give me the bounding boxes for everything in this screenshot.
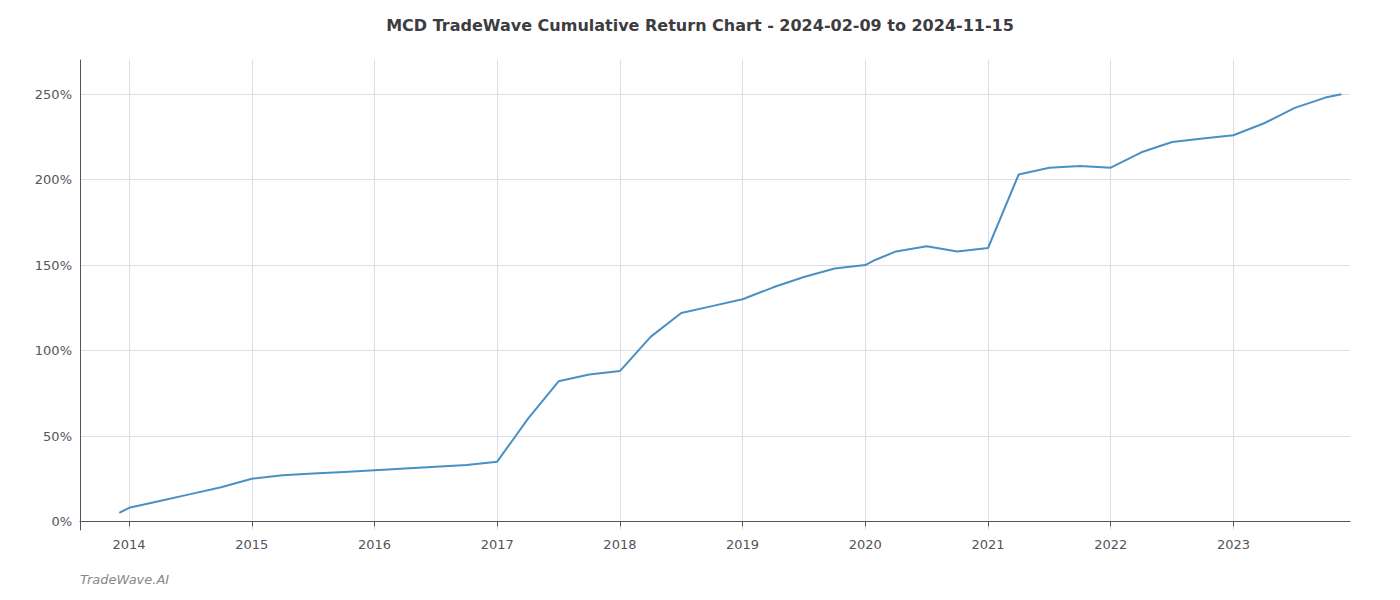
- svg-text:0%: 0%: [51, 514, 72, 529]
- svg-text:TradeWave.AI: TradeWave.AI: [80, 572, 169, 587]
- svg-text:200%: 200%: [35, 172, 72, 187]
- svg-text:2022: 2022: [1094, 537, 1127, 552]
- svg-text:50%: 50%: [43, 429, 72, 444]
- svg-text:2019: 2019: [726, 537, 759, 552]
- svg-text:2015: 2015: [235, 537, 268, 552]
- svg-text:2016: 2016: [358, 537, 391, 552]
- svg-text:2021: 2021: [971, 537, 1004, 552]
- svg-text:100%: 100%: [35, 343, 72, 358]
- svg-text:2014: 2014: [113, 537, 146, 552]
- svg-text:2017: 2017: [481, 537, 514, 552]
- svg-text:MCD TradeWave Cumulative Retur: MCD TradeWave Cumulative Return Chart - …: [386, 16, 1014, 35]
- svg-text:2018: 2018: [603, 537, 636, 552]
- svg-text:150%: 150%: [35, 258, 72, 273]
- svg-text:250%: 250%: [35, 87, 72, 102]
- svg-text:2020: 2020: [849, 537, 882, 552]
- svg-text:2023: 2023: [1217, 537, 1250, 552]
